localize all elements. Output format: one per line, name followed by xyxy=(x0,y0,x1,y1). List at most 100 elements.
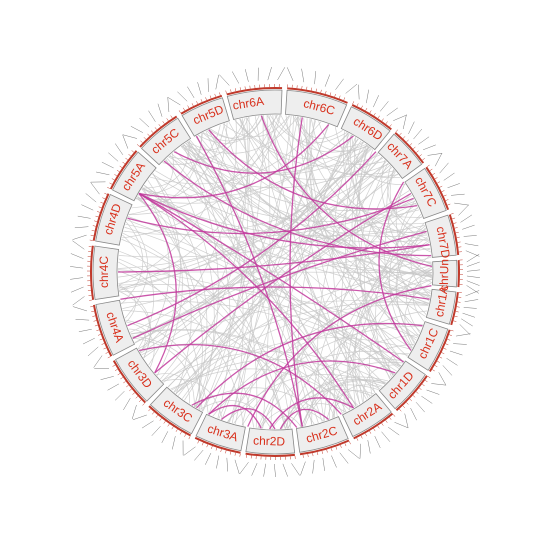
tick xyxy=(100,201,104,204)
tick xyxy=(369,430,372,434)
link xyxy=(128,133,203,215)
link xyxy=(301,379,387,427)
tick xyxy=(419,387,422,390)
link xyxy=(118,146,370,291)
tick xyxy=(365,107,368,111)
gene-leader xyxy=(367,440,371,454)
tick xyxy=(315,88,317,92)
link xyxy=(197,115,265,144)
link xyxy=(121,238,304,427)
tick xyxy=(214,93,216,97)
chromosome-axis xyxy=(109,150,138,190)
link xyxy=(335,127,401,179)
link xyxy=(260,115,433,268)
tick xyxy=(334,93,336,97)
link xyxy=(354,137,432,283)
tick xyxy=(365,433,367,437)
link xyxy=(297,133,350,427)
chromosome-axis xyxy=(351,104,392,131)
chromosome-label: chr4C xyxy=(97,256,111,288)
tick xyxy=(120,377,124,380)
gene-leader xyxy=(291,463,300,476)
tick xyxy=(454,315,458,318)
gene-leader xyxy=(74,226,89,229)
link xyxy=(368,269,433,396)
chromosome-segment xyxy=(95,193,133,246)
tick xyxy=(352,101,355,105)
link xyxy=(228,256,432,423)
chromosome-axis xyxy=(112,360,147,404)
tick xyxy=(427,376,431,379)
gene-leader xyxy=(115,143,124,155)
gene-leader xyxy=(439,162,449,174)
link xyxy=(141,300,429,356)
link xyxy=(208,360,396,415)
link xyxy=(180,145,429,306)
tick xyxy=(349,441,351,445)
tick xyxy=(377,425,380,429)
tick xyxy=(116,169,120,172)
tick xyxy=(450,329,454,332)
link xyxy=(138,192,430,249)
link xyxy=(127,151,377,327)
tick xyxy=(175,429,178,432)
gene-leader xyxy=(251,463,258,476)
tick xyxy=(94,220,98,222)
tick xyxy=(211,445,213,449)
link xyxy=(389,169,429,240)
tick xyxy=(90,234,94,236)
tick xyxy=(452,217,456,220)
gene-leader xyxy=(453,343,467,345)
link xyxy=(127,197,414,235)
gene-leader xyxy=(70,266,84,269)
chromosome-segment xyxy=(112,151,157,202)
gene-leader xyxy=(301,68,305,83)
chromosome-axis xyxy=(353,412,394,440)
link xyxy=(351,144,404,363)
gene-leader xyxy=(93,355,103,368)
link xyxy=(269,114,348,144)
tick xyxy=(187,105,190,109)
link xyxy=(318,121,364,148)
gene-leader xyxy=(274,463,276,478)
chromosome-segment xyxy=(432,259,458,288)
link xyxy=(127,216,432,275)
tick xyxy=(178,110,181,114)
chromosome-label: chr7D xyxy=(434,225,453,259)
tick xyxy=(219,92,221,96)
chromosome-axis xyxy=(299,439,350,456)
link xyxy=(363,171,396,376)
link xyxy=(259,407,325,429)
tick xyxy=(201,442,204,446)
link xyxy=(122,232,286,429)
tick xyxy=(432,369,435,372)
tick xyxy=(448,334,452,336)
gene-leader xyxy=(219,74,230,86)
link xyxy=(317,153,379,422)
link xyxy=(182,117,246,151)
tick xyxy=(455,232,459,234)
link xyxy=(220,408,276,430)
gene-leader xyxy=(462,224,475,230)
gene-leader xyxy=(426,389,440,395)
link xyxy=(173,117,249,393)
gene-leader xyxy=(232,71,240,84)
gene-leader xyxy=(77,215,91,219)
chromosome-axis xyxy=(245,452,295,457)
link xyxy=(173,135,354,174)
tick xyxy=(107,356,111,359)
gene-leader xyxy=(413,128,423,140)
gene-leader xyxy=(205,452,212,465)
link xyxy=(117,244,430,273)
gene-leader xyxy=(373,95,379,108)
gene-leader xyxy=(263,463,266,477)
tick xyxy=(412,395,416,398)
chromosome-segment xyxy=(181,97,230,137)
gene-leader xyxy=(216,455,220,469)
tick xyxy=(122,161,126,164)
tick xyxy=(409,398,412,402)
chromosome-segment xyxy=(195,413,246,452)
gene-leader xyxy=(107,383,120,391)
tick xyxy=(126,384,129,388)
link xyxy=(375,214,422,380)
